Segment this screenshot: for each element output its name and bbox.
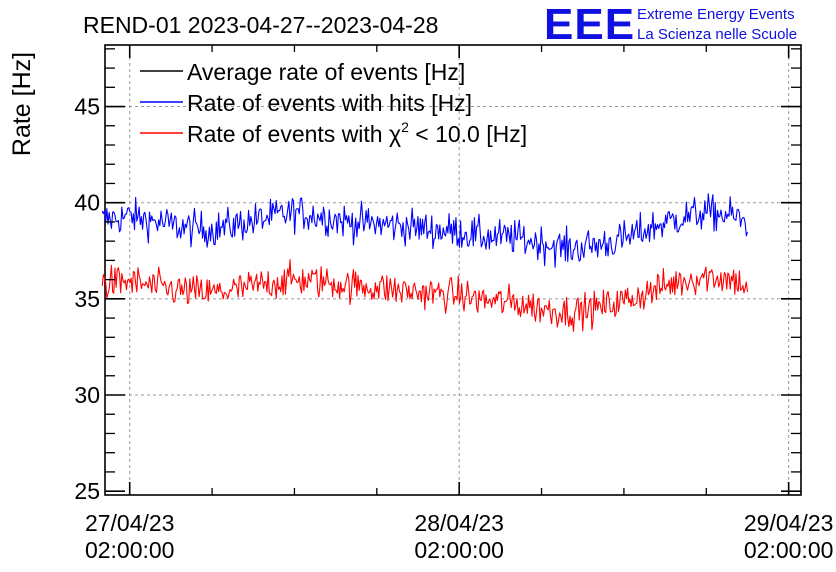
legend-label-average: Average rate of events [Hz] <box>187 59 465 85</box>
legend-label-chi2-sup: 2 <box>401 119 409 135</box>
chart-title: REND-01 2023-04-27--2023-04-28 <box>83 12 438 38</box>
y-tick-label: 45 <box>74 94 100 120</box>
x-tick-label-date: 28/04/23 <box>414 510 504 536</box>
legend-label-chi2-head: Rate of events with χ <box>187 121 401 147</box>
y-tick-label: 30 <box>74 382 100 408</box>
y-tick-label: 40 <box>74 190 100 216</box>
eee-logo-line2: La Scienza nelle Scuole <box>637 26 797 43</box>
axis-ticks <box>105 45 801 495</box>
x-tick-label-time: 02:00:00 <box>85 537 175 563</box>
y-tick-label: 35 <box>74 286 100 312</box>
x-tick-label-time: 02:00:00 <box>744 537 834 563</box>
x-tick-labels: 27/04/2302:00:0028/04/2302:00:0029/04/23… <box>85 510 833 563</box>
series-chi2-line <box>101 259 749 332</box>
y-axis-label: Rate [Hz] <box>8 52 36 156</box>
legend-label-chi2: Rate of events with χ2 < 10.0 [Hz] <box>187 119 527 147</box>
legend-label-chi2-tail: < 10.0 [Hz] <box>409 121 527 147</box>
plot-frame <box>104 44 802 496</box>
x-tick-label-date: 29/04/23 <box>744 510 834 536</box>
y-tick-labels: 25 30 35 40 45 <box>74 94 100 505</box>
legend: Average rate of events [Hz] Rate of even… <box>140 59 527 147</box>
y-tick-label: 25 <box>74 478 100 504</box>
legend-label-hits: Rate of events with hits [Hz] <box>187 90 472 116</box>
eee-logo: EEE Extreme Energy Events La Scienza nel… <box>544 0 797 49</box>
x-tick-label-date: 27/04/23 <box>85 510 175 536</box>
x-tick-label-time: 02:00:00 <box>414 537 504 563</box>
eee-logo-mark: EEE <box>544 0 635 49</box>
series-layer <box>101 193 749 332</box>
eee-logo-line1: Extreme Energy Events <box>637 6 795 23</box>
series-hits-line <box>101 193 748 268</box>
